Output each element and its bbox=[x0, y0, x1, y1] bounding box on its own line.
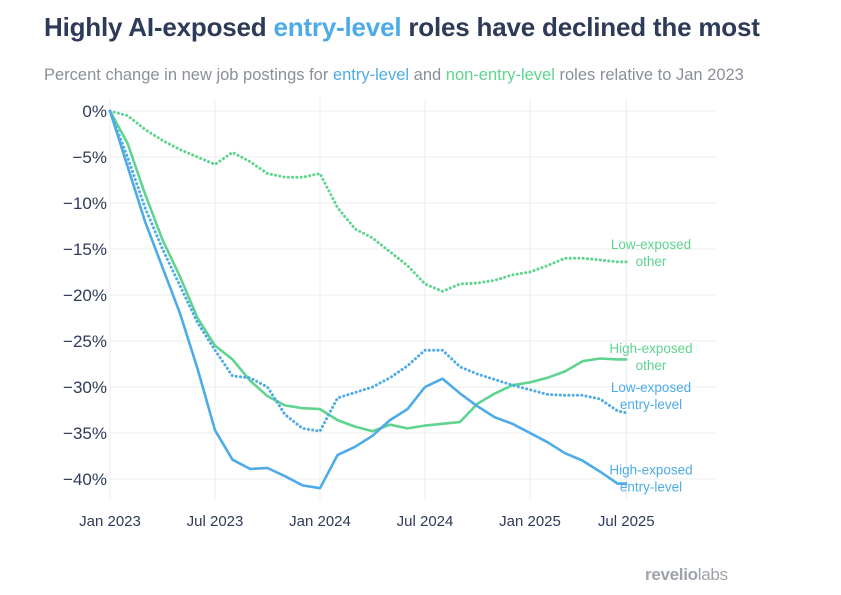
series-label-line: entry-level bbox=[620, 397, 682, 412]
subtitle-post: roles relative to Jan 2023 bbox=[554, 66, 744, 84]
y-tick-label: −40% bbox=[63, 470, 107, 489]
series-label-line: entry-level bbox=[620, 480, 682, 495]
y-tick-label: −15% bbox=[63, 240, 107, 259]
series-label-line: Low-exposed bbox=[611, 237, 691, 252]
series-label-line: High-exposed bbox=[609, 463, 692, 478]
x-tick-label: Jul 2024 bbox=[397, 513, 454, 530]
subtitle-pre: Percent change in new job postings for bbox=[44, 66, 333, 84]
subtitle-mid: and bbox=[409, 66, 446, 84]
series-label-line: Low-exposed bbox=[611, 380, 691, 395]
y-tick-label: −35% bbox=[63, 424, 107, 443]
series-label-low-exposed-entry-level: Low-exposed entry-level bbox=[611, 380, 691, 412]
title-highlight: entry-level bbox=[273, 12, 402, 42]
x-tick-label: Jan 2023 bbox=[79, 513, 141, 530]
y-axis-ticks: 0% −5% −10% −15% −20% −25% −30% −35% −40% bbox=[63, 102, 107, 489]
title-post: roles have declined the most bbox=[401, 12, 760, 42]
y-tick-label: −30% bbox=[63, 378, 107, 397]
y-tick-label: −25% bbox=[63, 332, 107, 351]
series-label-line: other bbox=[636, 254, 667, 269]
subtitle-non-entry-level: non-entry-level bbox=[445, 66, 555, 84]
y-tick-label: 0% bbox=[82, 102, 107, 121]
x-axis-ticks: Jan 2023 Jul 2023 Jan 2024 Jul 2024 Jan 2025… bbox=[79, 513, 654, 530]
series-label-high-exposed-entry-level: High-exposed entry-level bbox=[609, 463, 692, 495]
series-label-high-exposed-other: High-exposed other bbox=[609, 341, 692, 373]
x-tick-label: Jul 2023 bbox=[187, 513, 244, 530]
series-lines bbox=[108, 109, 628, 490]
title-pre: Highly AI-exposed bbox=[44, 12, 274, 42]
y-tick-label: −10% bbox=[63, 194, 107, 213]
chart-subtitle: Percent change in new job postings for e… bbox=[44, 66, 789, 85]
series-label-line: other bbox=[636, 358, 667, 373]
logo-light: labs bbox=[697, 565, 728, 584]
logo-bold: revelio bbox=[645, 565, 698, 584]
x-tick-label: Jul 2025 bbox=[598, 513, 655, 530]
subtitle-entry-level: entry-level bbox=[332, 66, 410, 84]
revelio-labs-logo: reveliolabs bbox=[645, 565, 728, 585]
series-line-high-exposed-other bbox=[108, 109, 628, 433]
series-line-low-exposed-other bbox=[108, 109, 628, 293]
series-label-low-exposed-other: Low-exposed other bbox=[611, 237, 691, 269]
series-line-low-exposed-entry-level bbox=[108, 109, 628, 433]
y-tick-label: −20% bbox=[63, 286, 107, 305]
series-label-line: High-exposed bbox=[609, 341, 692, 356]
x-tick-label: Jan 2024 bbox=[289, 513, 351, 530]
y-tick-label: −5% bbox=[73, 148, 108, 167]
chart-title: Highly AI-exposed entry-level roles have… bbox=[44, 12, 760, 43]
grid-lines bbox=[109, 98, 717, 500]
x-tick-label: Jan 2025 bbox=[499, 513, 561, 530]
series-line-high-exposed-entry-level bbox=[108, 109, 628, 490]
